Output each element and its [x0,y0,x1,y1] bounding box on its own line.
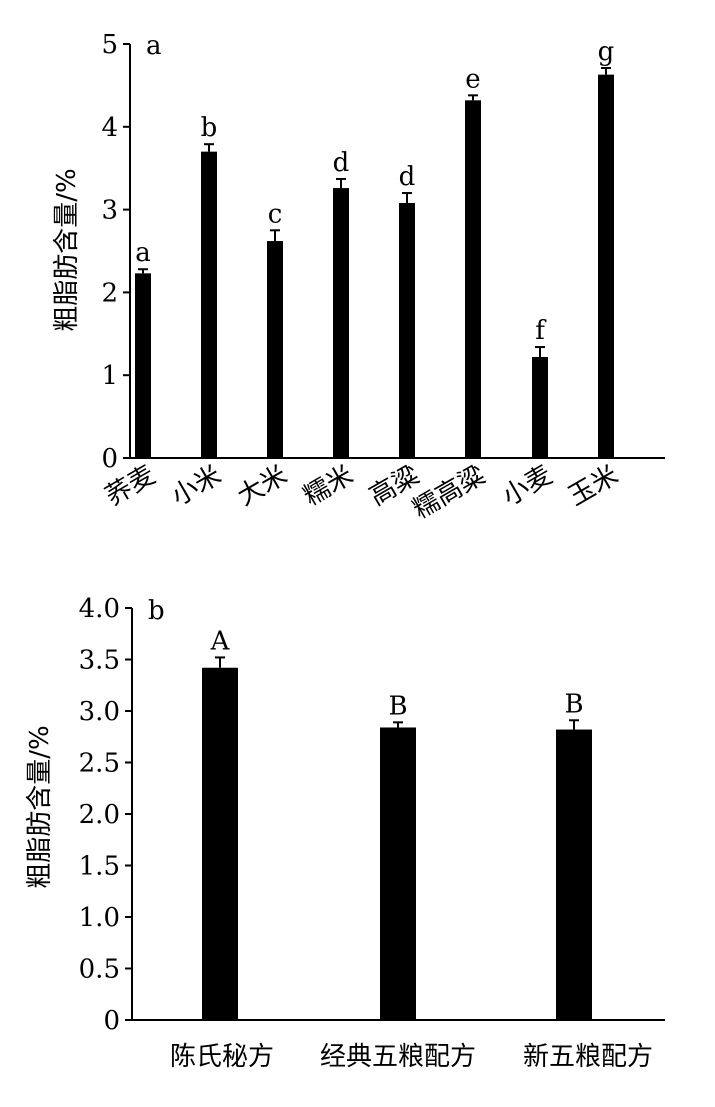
y-tick-group: 0 1 2 3 4 5 [101,30,130,474]
y-tick-label: 3.5 [79,646,120,676]
y-tick-label: 3 [101,196,118,226]
category-label: 经典五粮配方 [320,1042,476,1072]
significance-label: a [135,238,151,268]
y-tick-label: 3.0 [79,697,120,727]
significance-label: c [268,199,283,229]
bar [556,729,592,1020]
significance-label: d [333,148,350,178]
bar [202,667,238,1020]
category-label-group: 陈氏秘方 经典五粮配方 新五粮配方 [170,1042,653,1072]
bar [201,151,217,458]
y-tick-label: 5 [101,30,118,60]
category-label: 糯高粱 [408,460,491,525]
significance-label: g [598,37,615,67]
y-tick-label: 0 [103,1006,120,1036]
y-tick-label: 1 [101,361,118,391]
bar [598,74,614,459]
bar [399,202,415,458]
y-tick-label: 1.0 [79,903,120,933]
chart-panel-b: 粗脂肪含量/% b 00.51.01.52.02.53.03.54.0 AB B … [25,594,665,1072]
y-tick-label: 4.0 [79,594,120,624]
category-label: 小麦 [497,460,557,512]
category-label: 大米 [232,460,292,512]
significance-label: A [210,626,231,656]
y-tick-label: 1.5 [79,852,120,882]
y-tick-label: 0 [101,444,118,474]
bar [135,273,151,458]
y-tick-label: 2.0 [79,800,120,830]
panel-label: b [148,596,165,626]
category-label: 糯米 [298,460,358,512]
significance-label: f [535,316,547,346]
category-label: 陈氏秘方 [170,1042,274,1072]
panel-label: a [146,31,162,61]
y-tick-label: 2 [101,278,118,308]
significance-label: b [201,113,218,143]
significance-label: d [399,162,416,192]
category-label: 小米 [166,460,226,512]
category-label: 玉米 [563,460,623,512]
bar [333,188,349,458]
bar [380,727,416,1020]
bar [532,356,548,458]
bar [465,100,481,458]
y-axis-title: 粗脂肪含量/% [25,725,55,888]
bar-group: A B B [202,626,592,1020]
significance-label: B [564,689,583,719]
bar [267,241,283,458]
significance-label: e [465,64,480,94]
chart-panel-a: 粗脂肪含量/% a 0 1 2 3 4 5 a b c d d e f g 荞麦 小米 大米 糯米 高粱糯高粱小… [52,30,665,525]
y-tick-label: 0.5 [79,955,120,985]
y-axis-title: 粗脂肪含量/% [52,168,82,331]
y-tick-label: 2.5 [79,749,120,779]
y-tick-label: 4 [101,113,118,143]
category-label: 新五粮配方 [523,1042,653,1072]
y-tick-group: 0 0.5 1.0 1.5 2.0 2.5 3.0 3.5 4.0 [79,594,132,1036]
bar-group: a b c d d e f g [135,37,615,459]
significance-label: B [388,691,407,721]
